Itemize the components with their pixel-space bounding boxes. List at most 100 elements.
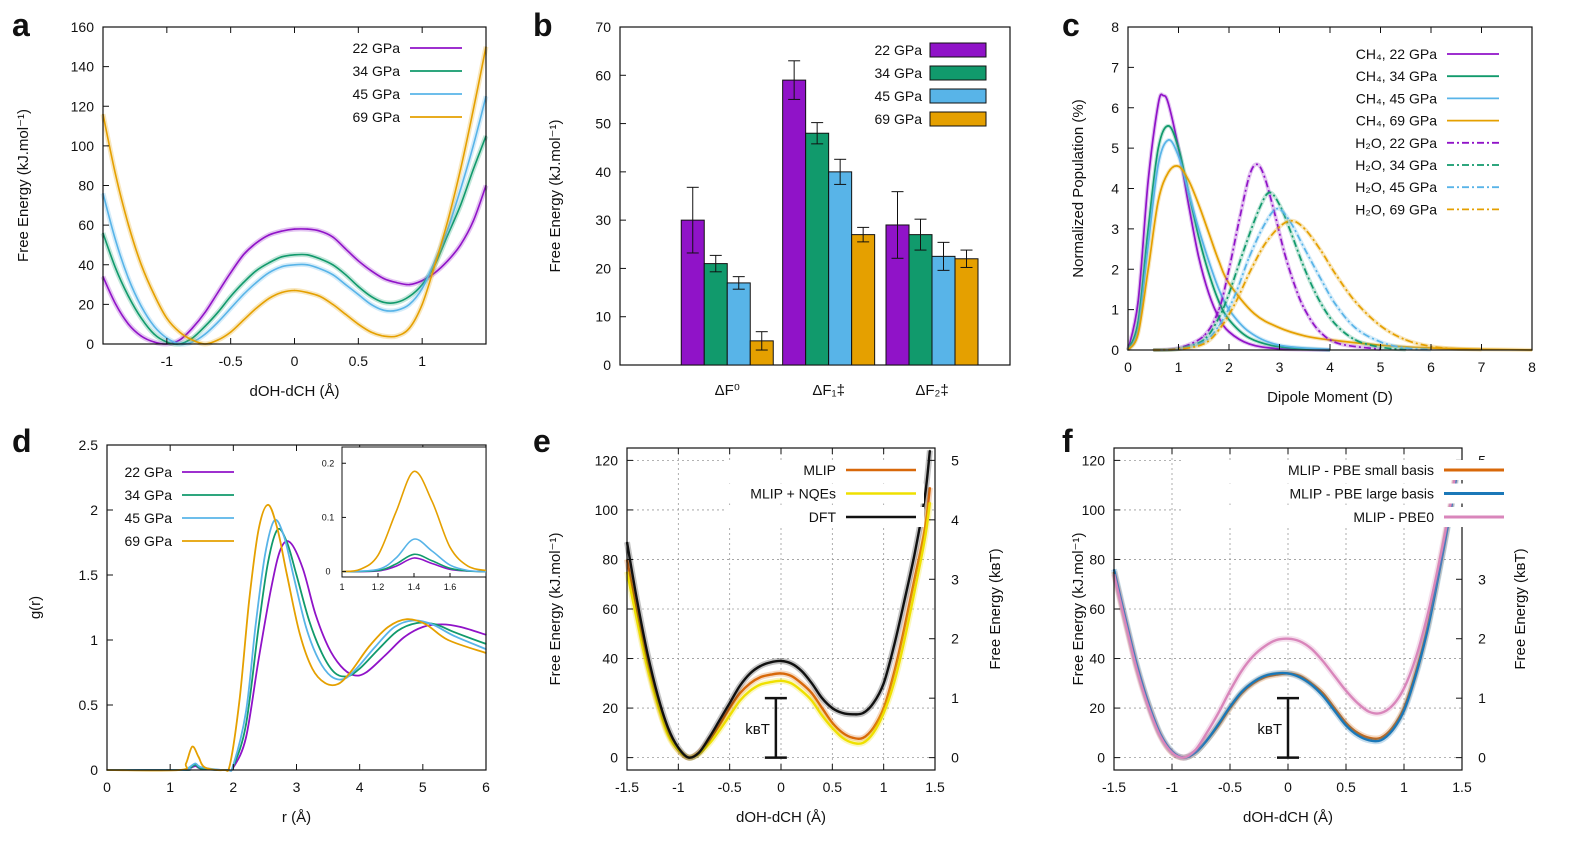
y2-tick-label: 4 — [951, 512, 959, 528]
legend-label: 45 GPa — [875, 88, 923, 104]
data-point — [319, 230, 321, 232]
data-point — [1278, 204, 1281, 206]
data-point — [383, 335, 385, 337]
data-point — [357, 293, 359, 296]
data-point — [1278, 327, 1281, 329]
legend-label: H₂O, 22 GPa — [1355, 135, 1437, 151]
series-line — [1153, 219, 1482, 351]
legend-label: CH₄, 22 GPa — [1356, 46, 1437, 62]
data-point — [1310, 647, 1312, 650]
panel-e: -1.5 -1 -0.5 0 0.5 1 1.5 0 20 40 60 80 100 120 0 1 2 3 4 5 e… — [533, 423, 1004, 826]
data-point — [191, 337, 194, 339]
data-point — [1218, 288, 1220, 291]
data-point — [1218, 308, 1220, 311]
data-point — [204, 333, 206, 335]
data-point — [374, 645, 377, 648]
y-tick-label: 70 — [595, 19, 611, 35]
data-point — [1287, 638, 1289, 640]
data-point — [1391, 729, 1394, 732]
data-point — [340, 665, 342, 667]
data-point — [893, 672, 895, 675]
data-point — [230, 331, 232, 333]
x-tick-label: 5 — [1377, 359, 1385, 375]
data-point — [383, 277, 385, 280]
x-tick-label: 8 — [1528, 359, 1536, 375]
x-tick-label: 6 — [482, 779, 490, 795]
data-point — [1218, 325, 1220, 327]
y-tick-label: 10 — [595, 309, 611, 325]
data-point — [178, 331, 181, 333]
data-point — [421, 283, 423, 286]
data-point — [811, 692, 813, 694]
y2-tick-label: 3 — [951, 571, 959, 587]
y-tick-label: 3 — [1111, 221, 1119, 237]
y-tick-label: 7 — [1111, 59, 1119, 75]
legend-label: CH₄, 69 GPa — [1356, 113, 1437, 129]
data-point — [1206, 732, 1208, 734]
data-point — [831, 707, 833, 709]
panel-letter: f — [1062, 423, 1073, 459]
data-point — [242, 319, 245, 321]
data-point — [332, 236, 334, 238]
data-point — [434, 264, 436, 266]
data-point — [929, 501, 931, 504]
data-point — [317, 658, 320, 661]
data-point — [1264, 645, 1266, 647]
data-point — [1426, 630, 1428, 632]
data-point — [913, 553, 916, 556]
data-point — [245, 723, 247, 726]
panel-letter: c — [1062, 7, 1080, 43]
data-point — [306, 254, 308, 256]
bar — [908, 234, 933, 366]
data-point — [903, 600, 905, 603]
x-tick-label: 1 — [166, 779, 174, 795]
data-point — [268, 234, 270, 236]
y-tick-label: 100 — [1082, 502, 1106, 518]
data-point — [267, 504, 269, 506]
data-point — [1278, 226, 1281, 228]
data-point — [708, 737, 710, 739]
data-point — [1304, 228, 1306, 230]
x-tick-label: 0 — [103, 779, 111, 795]
data-point — [344, 248, 347, 250]
data-point — [1157, 199, 1160, 202]
legend-label: CH₄, 45 GPa — [1356, 90, 1437, 106]
data-point — [319, 258, 321, 260]
data-point — [749, 682, 751, 684]
data-point — [636, 620, 638, 623]
data-point — [1218, 317, 1220, 319]
data-point — [780, 680, 782, 682]
x-tick-label: 1 — [418, 353, 426, 369]
series-line — [102, 46, 487, 345]
data-point — [1391, 704, 1394, 707]
data-point — [883, 712, 885, 714]
data-point — [365, 671, 367, 674]
data-point — [1283, 252, 1286, 254]
data-point — [1455, 348, 1458, 350]
series-band — [100, 46, 489, 347]
data-point — [383, 301, 385, 304]
data-point — [1368, 737, 1370, 739]
y-tick-label: 120 — [71, 98, 95, 114]
data-point — [408, 283, 411, 286]
x-tick-label: 3 — [1276, 359, 1284, 375]
data-point — [1203, 335, 1205, 337]
data-point — [1147, 244, 1149, 246]
data-point — [387, 626, 389, 628]
data-point — [1275, 672, 1278, 675]
data-point — [1243, 248, 1245, 250]
x-tick-label: 1.5 — [1452, 779, 1472, 795]
data-point — [377, 648, 380, 650]
data-point — [270, 587, 272, 589]
data-point — [1248, 272, 1250, 274]
data-point — [344, 283, 347, 286]
data-point — [1228, 319, 1230, 321]
x-tick-label: 0 — [1124, 359, 1132, 375]
data-point — [217, 291, 219, 294]
y-axis-label: Free Energy (kJ.mol⁻¹) — [547, 120, 564, 273]
data-point — [903, 628, 905, 630]
data-point — [204, 325, 206, 327]
data-point — [924, 496, 926, 499]
inset-x-tick-label: 1.6 — [444, 582, 457, 592]
